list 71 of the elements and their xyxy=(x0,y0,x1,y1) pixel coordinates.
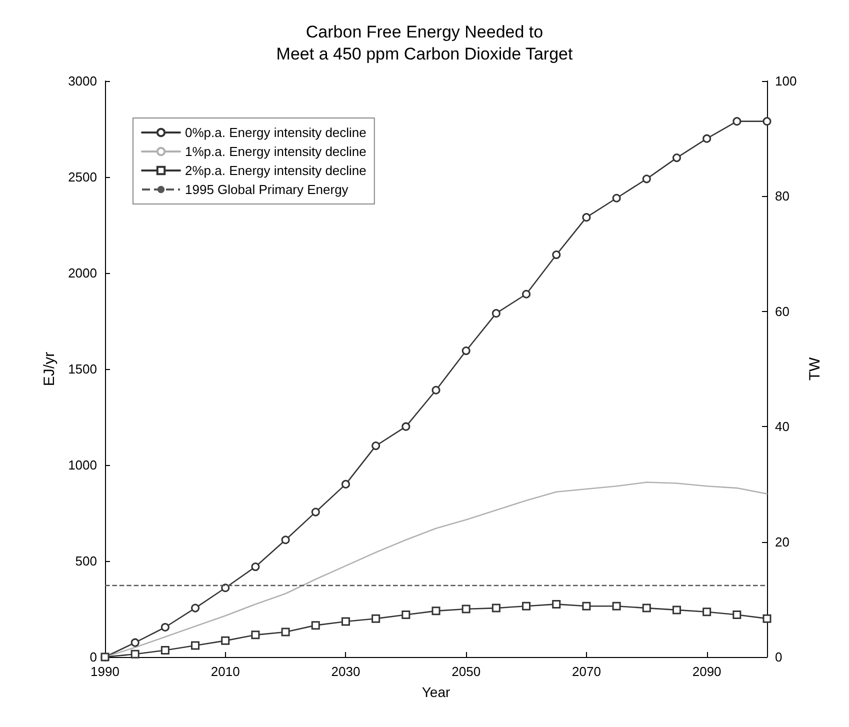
point xyxy=(582,213,591,222)
point xyxy=(432,606,440,616)
point xyxy=(672,606,681,614)
point xyxy=(130,638,140,647)
y-tick-label: 2500 xyxy=(68,170,97,184)
point xyxy=(732,610,742,620)
legend-label: 1%p.a. Energy intensity decline xyxy=(185,144,366,159)
point xyxy=(251,562,260,572)
x-tick-label: 2010 xyxy=(210,664,240,679)
point xyxy=(642,604,651,612)
y2-tick-label: 100 xyxy=(775,74,797,88)
y2-axis-title: TW xyxy=(806,356,824,381)
point xyxy=(612,602,621,610)
y-tick-label: 3000 xyxy=(68,74,97,88)
point xyxy=(160,646,170,655)
point xyxy=(762,117,772,126)
y-tick-label: 2000 xyxy=(68,266,97,280)
y-axis-title: EJ/yr xyxy=(41,352,58,386)
y-tick-label: 0 xyxy=(90,650,97,664)
point xyxy=(341,480,350,488)
y-tick-label: 500 xyxy=(75,554,97,568)
chart-title: Carbon Free Energy Needed to Meet a 450 ppm Carbon Dioxide Target xyxy=(276,22,573,64)
point xyxy=(160,622,170,632)
point xyxy=(341,617,350,626)
x-tick-label: 1990 xyxy=(90,664,120,679)
point xyxy=(130,650,140,658)
point xyxy=(191,604,200,612)
point xyxy=(672,154,681,162)
y-tick-label: 1000 xyxy=(68,458,97,472)
point xyxy=(612,194,621,202)
point xyxy=(281,536,290,544)
y2-tick-label: 20 xyxy=(775,534,790,550)
point xyxy=(311,621,320,630)
point xyxy=(732,117,742,126)
x-tick-label: 2030 xyxy=(331,664,360,679)
point xyxy=(762,614,772,623)
point xyxy=(251,630,260,640)
point xyxy=(492,309,500,318)
point xyxy=(462,604,470,614)
point xyxy=(702,134,712,143)
legend-label: 1995 Global Primary Energy xyxy=(185,182,349,197)
y2-tick-label: 40 xyxy=(775,419,790,434)
point xyxy=(221,636,230,645)
point xyxy=(311,508,320,516)
point xyxy=(402,610,410,620)
x-tick-label: 2090 xyxy=(692,664,722,679)
point xyxy=(372,442,380,450)
point xyxy=(281,628,290,636)
point xyxy=(462,346,470,356)
point xyxy=(522,290,531,298)
y2-tick-label: 60 xyxy=(775,304,790,319)
y2-tick-label: 80 xyxy=(775,188,790,204)
point xyxy=(522,602,531,610)
point xyxy=(582,602,591,610)
x-tick-label: 2050 xyxy=(452,664,481,679)
legend-label: 2%p.a. Energy intensity decline xyxy=(185,163,366,178)
point xyxy=(702,608,712,616)
point xyxy=(552,250,561,260)
point xyxy=(492,604,500,612)
x-tick-label: 2070 xyxy=(572,664,601,679)
point xyxy=(552,600,561,608)
point xyxy=(402,422,410,431)
y-tick-label: 1500 xyxy=(68,362,97,376)
point xyxy=(642,174,651,184)
point xyxy=(221,584,230,592)
y2-tick-label: 0 xyxy=(775,650,782,664)
point xyxy=(432,386,440,394)
point xyxy=(191,641,200,650)
point xyxy=(372,614,380,623)
x-axis-title: Year xyxy=(422,684,450,700)
legend-label: 0%p.a. Energy intensity decline xyxy=(185,125,366,140)
